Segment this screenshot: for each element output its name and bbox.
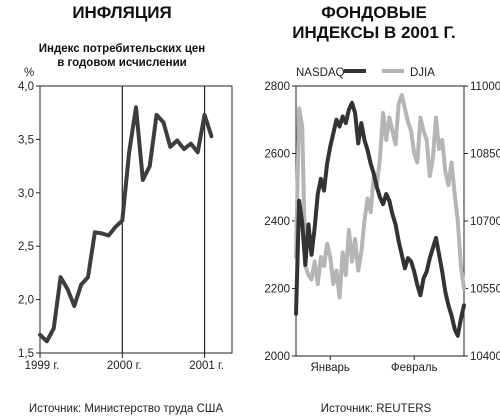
stock-chart-title-line-1: ФОНДОВЫЕ	[321, 3, 427, 22]
inflation-plot-frame	[39, 85, 233, 354]
legend-djia-label: DJIA	[410, 67, 435, 79]
inflation-y-tick-label: 3,0	[18, 188, 34, 200]
inflation-y-tick-label: 4,0	[18, 81, 34, 93]
inflation-y-tick-label: 2,0	[18, 295, 34, 307]
inflation-series-line	[38, 105, 214, 344]
nasdaq-y-tick-label: 2400	[264, 216, 290, 228]
inflation-chart-subtitle-line-2: в годовом исчислении	[57, 57, 187, 69]
inflation-y-tick-label: 2,5	[18, 241, 34, 253]
stock-x-tick-label: Январь	[311, 362, 350, 374]
legend-nasdaq-label: NASDAQ	[296, 67, 345, 79]
inflation-x-tick-label: 2000 г.	[107, 360, 142, 372]
inflation-chart-title: ИНФЛЯЦИЯ	[72, 3, 171, 22]
nasdaq-y-tick-label: 2200	[264, 284, 290, 296]
inflation-chart-subtitle-line-1: Индекс потребительских цен	[39, 43, 206, 55]
djia-y-tick-label: 10550	[470, 284, 500, 296]
inflation-plot: 1,5 2,0 2,5 3,0 3,5 4,0 1999 г. 2000 г. 2001 г.	[18, 81, 233, 372]
inflation-source: Источник: Министерство труда США	[29, 403, 224, 415]
nasdaq-y-tick-label: 2000	[264, 351, 290, 363]
inflation-x-tick-label: 1999 г.	[25, 360, 60, 372]
inflation-y-tick-label: 3,5	[18, 134, 34, 146]
stock-source: Источник: REUTERS	[321, 403, 432, 415]
djia-y-tick-label: 10400	[470, 351, 500, 363]
nasdaq-y-tick-label: 2800	[264, 81, 290, 93]
djia-y-tick-label: 10850	[470, 149, 500, 161]
inflation-x-tick-label: 2001 г.	[189, 360, 224, 372]
djia-series-line	[294, 93, 466, 300]
nasdaq-y-tick-label: 2600	[264, 149, 290, 161]
djia-y-tick-label: 10700	[470, 216, 500, 228]
stock-chart-title-line-2: ИНДЕКСЫ В 2001 Г.	[292, 23, 456, 42]
stock-x-tick-label: Февраль	[391, 362, 438, 374]
inflation-y-tick-label: 1,5	[18, 348, 34, 360]
djia-y-tick-label: 11000	[470, 81, 500, 93]
nasdaq-series-line	[294, 100, 466, 338]
inflation-y-axis-label: %	[24, 67, 34, 79]
stock-plot: 2000 2200 2400 2600 2800 10400 10550 10700 10850…	[264, 81, 500, 374]
